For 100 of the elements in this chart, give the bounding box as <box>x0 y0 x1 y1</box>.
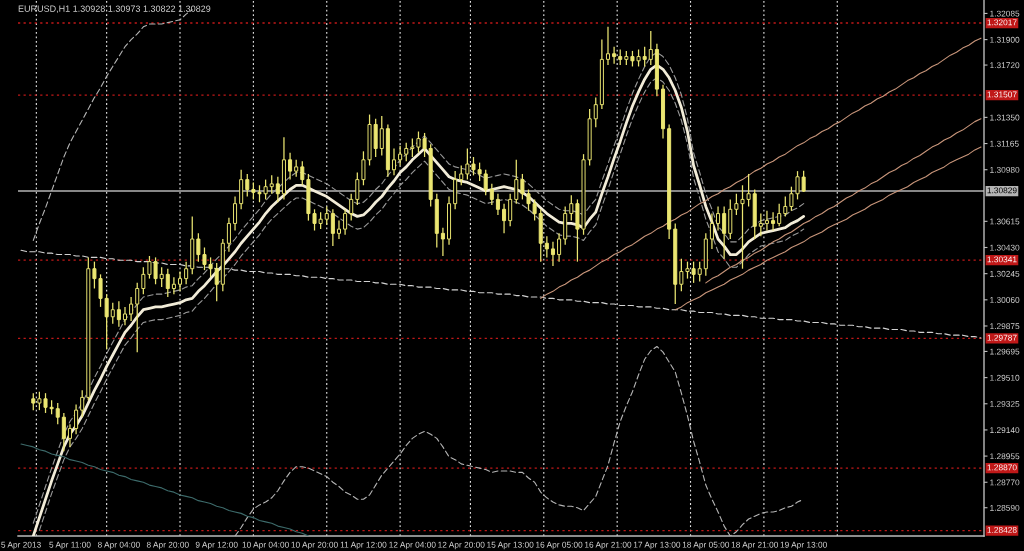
candlestick <box>80 389 85 418</box>
x-tick-label: 12 Apr 04:00 <box>389 541 436 550</box>
candlestick <box>184 261 189 285</box>
x-tick-label: 11 Apr 12:00 <box>340 541 387 550</box>
candlestick <box>709 212 714 250</box>
candlestick <box>171 276 176 295</box>
y-tick-label: 1.29875 <box>990 323 1020 330</box>
candlestick <box>404 142 409 162</box>
candlestick <box>129 296 134 322</box>
candlestick <box>110 302 115 325</box>
line-series <box>705 118 982 284</box>
ref-line-label: 1.30829 <box>987 187 1017 194</box>
y-tick-label: 1.30060 <box>990 297 1020 303</box>
ref-line-label: 1.30341 <box>987 256 1017 263</box>
x-tick-label: 19 Apr 13:00 <box>780 541 827 550</box>
candlestick <box>483 169 488 196</box>
y-tick-label: 1.30430 <box>990 244 1020 251</box>
x-tick-label: 18 Apr 21:00 <box>731 541 779 550</box>
candlestick <box>61 412 66 452</box>
y-tick-label: 1.31720 <box>990 62 1020 69</box>
x-tick-label: 5 Apr 11:00 <box>49 541 91 550</box>
candlestick <box>777 203 782 227</box>
x-tick-label: 12 Apr 20:00 <box>438 541 485 550</box>
candlestick <box>544 235 549 259</box>
candlestick <box>550 241 555 267</box>
ref-line-label: 1.31507 <box>987 91 1017 98</box>
y-tick-label: 1.29510 <box>990 374 1020 381</box>
candlestick <box>391 147 397 176</box>
y-tick-label: 1.29695 <box>990 348 1020 355</box>
candlestick <box>489 183 494 206</box>
candlestick <box>697 261 702 283</box>
candlestick <box>716 205 721 232</box>
candlestick <box>55 402 60 425</box>
y-tick-label: 1.30615 <box>990 218 1020 225</box>
candlestick <box>288 152 293 181</box>
candlestick <box>336 219 341 240</box>
y-tick-label: 1.28770 <box>990 479 1020 486</box>
x-tick-label: 10 Apr 20:00 <box>291 541 338 550</box>
candlestick <box>557 232 562 263</box>
x-tick-label: 16 Apr 21:00 <box>585 541 632 550</box>
line-series <box>20 249 982 339</box>
y-tick-label: 1.31900 <box>990 36 1020 43</box>
x-tick-label: 8 Apr 20:00 <box>146 541 189 550</box>
line-series <box>540 37 982 299</box>
candlestick <box>324 205 329 226</box>
ref-line-label: 1.28870 <box>987 464 1017 471</box>
candlestick <box>245 173 250 198</box>
candlestick <box>74 403 79 435</box>
candlestick <box>771 211 776 232</box>
candlestick <box>349 193 354 222</box>
candlestick <box>764 210 769 232</box>
candlestick <box>122 306 128 326</box>
candlestick <box>605 26 611 66</box>
y-tick-label: 1.28590 <box>990 504 1020 511</box>
candlestick <box>783 195 788 218</box>
candlestick <box>330 208 335 247</box>
ref-line-label: 1.32017 <box>987 19 1017 26</box>
y-tick-label: 1.28955 <box>990 453 1020 460</box>
candlestick <box>269 174 274 195</box>
candlestick <box>275 176 280 203</box>
y-tick-label: 1.32085 <box>990 10 1020 17</box>
candlestick <box>300 160 305 186</box>
candlestick <box>459 164 464 186</box>
ref-line-label: 1.28428 <box>987 526 1017 533</box>
candlestick <box>398 145 403 167</box>
candlestick <box>226 217 231 253</box>
candlestick <box>135 282 140 353</box>
y-tick-label: 1.30980 <box>990 166 1020 173</box>
y-tick-label: 1.31350 <box>990 114 1020 121</box>
candlestick <box>758 212 763 237</box>
candlestick <box>508 193 513 227</box>
candlestick <box>569 194 574 222</box>
ref-line-label: 1.29787 <box>987 334 1017 341</box>
x-tick-label: 9 Apr 12:00 <box>195 541 238 550</box>
x-tick-label: 18 Apr 05:00 <box>682 541 730 550</box>
candlestick <box>165 268 170 298</box>
candlestick <box>379 115 384 157</box>
candlestick <box>612 46 617 65</box>
candlestick <box>495 193 500 216</box>
line-series <box>20 443 309 536</box>
candlestick <box>67 423 72 448</box>
candlestick <box>648 30 653 66</box>
candlestick <box>214 262 219 302</box>
y-tick-label: 1.29140 <box>990 427 1020 434</box>
candlestick <box>722 205 727 260</box>
y-tick-label: 1.31165 <box>990 140 1019 147</box>
candlestick <box>502 203 507 234</box>
candlestick <box>116 300 121 328</box>
candlestick <box>233 195 238 232</box>
y-tick-label: 1.30245 <box>990 270 1020 277</box>
x-tick-label: 5 Apr 2013 <box>1 541 41 550</box>
x-tick-label: 8 Apr 04:00 <box>97 541 140 550</box>
candlestick <box>593 96 598 128</box>
y-tick-label: 1.29325 <box>990 400 1020 407</box>
x-tick-label: 10 Apr 04:00 <box>242 541 289 550</box>
candlestick <box>178 270 183 292</box>
candlestick <box>343 208 348 236</box>
candlestick <box>440 227 445 257</box>
text: EURUSD,H1 1.30928 1.30973 1.30822 1.30829 <box>18 5 211 13</box>
candlestick <box>514 159 519 205</box>
